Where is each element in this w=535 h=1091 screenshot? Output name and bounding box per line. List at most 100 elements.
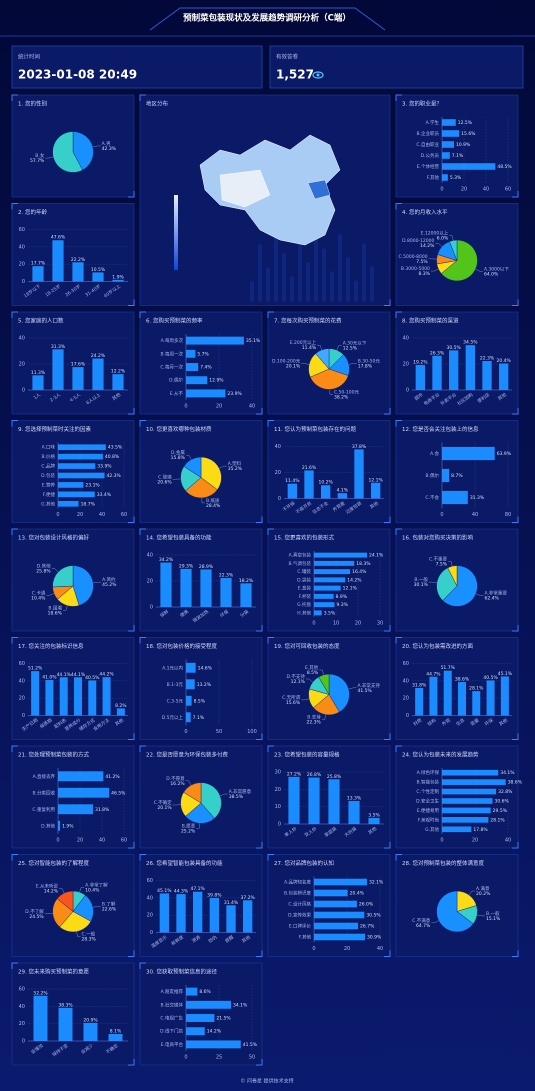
panel <box>395 420 519 523</box>
label-line <box>76 931 81 937</box>
data-label: 4.1% <box>337 488 349 494</box>
data-label: 24.1% <box>369 553 384 559</box>
x-tick-label: 其他 <box>240 933 252 944</box>
pie-slice <box>200 782 222 819</box>
slice-label: C.卡通 <box>32 589 46 596</box>
bar <box>314 878 367 886</box>
data-label: 22.3% <box>219 573 234 579</box>
bar <box>209 898 219 933</box>
x-tick-label: 0 <box>184 404 187 410</box>
slice-value: 8.3% <box>418 271 430 277</box>
bg-bar <box>258 244 262 302</box>
data-label: 7.4% <box>200 365 212 371</box>
data-label: 1.9% <box>62 823 74 829</box>
panel <box>395 94 519 198</box>
panel-corner <box>395 94 519 198</box>
y-tick-label: B.偶尔 <box>425 472 439 479</box>
stat-label: 统计时间 <box>18 53 40 61</box>
y-tick-label: C.自由职业 <box>416 141 439 148</box>
y-tick-label: 30 <box>275 770 281 776</box>
bg-bar <box>298 239 302 302</box>
bar <box>108 1033 123 1041</box>
bar <box>112 374 124 390</box>
data-label: 17.7% <box>31 261 46 267</box>
y-tick-label: C.品牌 <box>41 463 55 470</box>
panel-title: 28. 您对预制菜包装的整体满意度 <box>402 859 484 867</box>
panel-title: 27. 您对品牌包装的认知 <box>274 859 334 867</box>
slice-label: B.女 <box>35 152 45 159</box>
bar <box>112 279 124 282</box>
y-tick-label: E.营养 <box>42 481 56 488</box>
data-label: 18.3% <box>356 561 371 567</box>
slice-value: 28.3% <box>82 936 97 942</box>
panel-title: 地区分布 <box>146 100 169 108</box>
slice-label: A.非常支持 <box>357 682 380 689</box>
y-tick-label: F.杯装 <box>299 593 312 600</box>
pie-slice <box>72 131 94 171</box>
slice-value: 28.4% <box>206 503 221 509</box>
panel <box>11 311 135 415</box>
panel-corner <box>395 203 519 306</box>
y-tick-label: 20 <box>403 362 409 368</box>
y-tick-label: F.美观时尚 <box>418 816 439 823</box>
x-tick-label: 环保 <box>483 716 495 727</box>
y-tick-label: C.个性定制 <box>416 788 439 795</box>
label-line <box>430 268 439 272</box>
bar <box>72 367 84 390</box>
data-label: 52.2% <box>33 990 48 996</box>
y-tick-label: F.便捷 <box>43 491 56 498</box>
slice-label: C.不满意 <box>412 917 431 924</box>
y-tick-label: B.1-3元 <box>167 682 184 688</box>
bar <box>442 798 493 804</box>
y-tick-label: 40 <box>147 553 153 559</box>
slice-value: 38.2% <box>334 394 349 400</box>
bar <box>442 817 489 823</box>
panel-title: 12. 您是否会关注包装上的信息 <box>402 425 479 433</box>
data-label: 17.6% <box>71 362 86 368</box>
y-tick-label: E.口碑评价 <box>289 923 312 930</box>
y-tick-label: D.5元以上 <box>162 714 184 721</box>
data-label: 22.3% <box>480 356 495 362</box>
bar <box>314 560 355 566</box>
bar <box>58 463 96 469</box>
x-tick-label: 10 <box>333 621 339 627</box>
bar <box>243 900 253 933</box>
data-label: 41.5% <box>243 1042 258 1048</box>
bar <box>314 922 359 930</box>
bar <box>58 482 84 488</box>
bar <box>176 894 186 933</box>
data-label: 12.9% <box>209 378 224 384</box>
panel-corner <box>139 854 263 957</box>
slice-value: 35.2% <box>228 466 243 472</box>
stat-box <box>11 45 263 89</box>
pie-slice <box>52 565 74 588</box>
x-tick-label: 4-5人 <box>69 392 83 404</box>
bar <box>415 687 424 716</box>
bar <box>193 891 203 933</box>
y-tick-label: 0 <box>22 279 25 285</box>
data-label: 44.2% <box>99 672 114 678</box>
slice-label: C.一般 <box>82 930 96 937</box>
x-tick-label: 20 <box>216 404 222 410</box>
slice-value: 20.1% <box>286 363 301 369</box>
bar <box>226 905 236 933</box>
data-label: 12.1% <box>369 477 384 483</box>
y-tick-label: B.智能包装 <box>416 779 439 786</box>
y-tick-label: D.包装 <box>41 472 55 479</box>
slice-value: 12.5% <box>343 346 358 352</box>
y-tick-label: G.托盘 <box>297 601 311 608</box>
data-label: 26.7% <box>360 924 375 930</box>
slice-value: 20.1% <box>157 805 172 811</box>
panel-corner <box>267 854 391 957</box>
bar <box>160 562 172 607</box>
data-label: 29.5% <box>493 808 508 814</box>
data-label: 44.7% <box>426 671 441 677</box>
slice-value: 41.5% <box>357 688 372 694</box>
y-tick-label: B.分类回收 <box>32 789 55 796</box>
panel-corner <box>139 94 391 306</box>
label-line <box>201 497 205 504</box>
data-label: 41.0% <box>42 674 57 680</box>
x-tick-label: 0 <box>184 729 187 735</box>
slice-label: A.塑料 <box>228 460 242 467</box>
y-tick-label: A.口味 <box>42 444 56 451</box>
